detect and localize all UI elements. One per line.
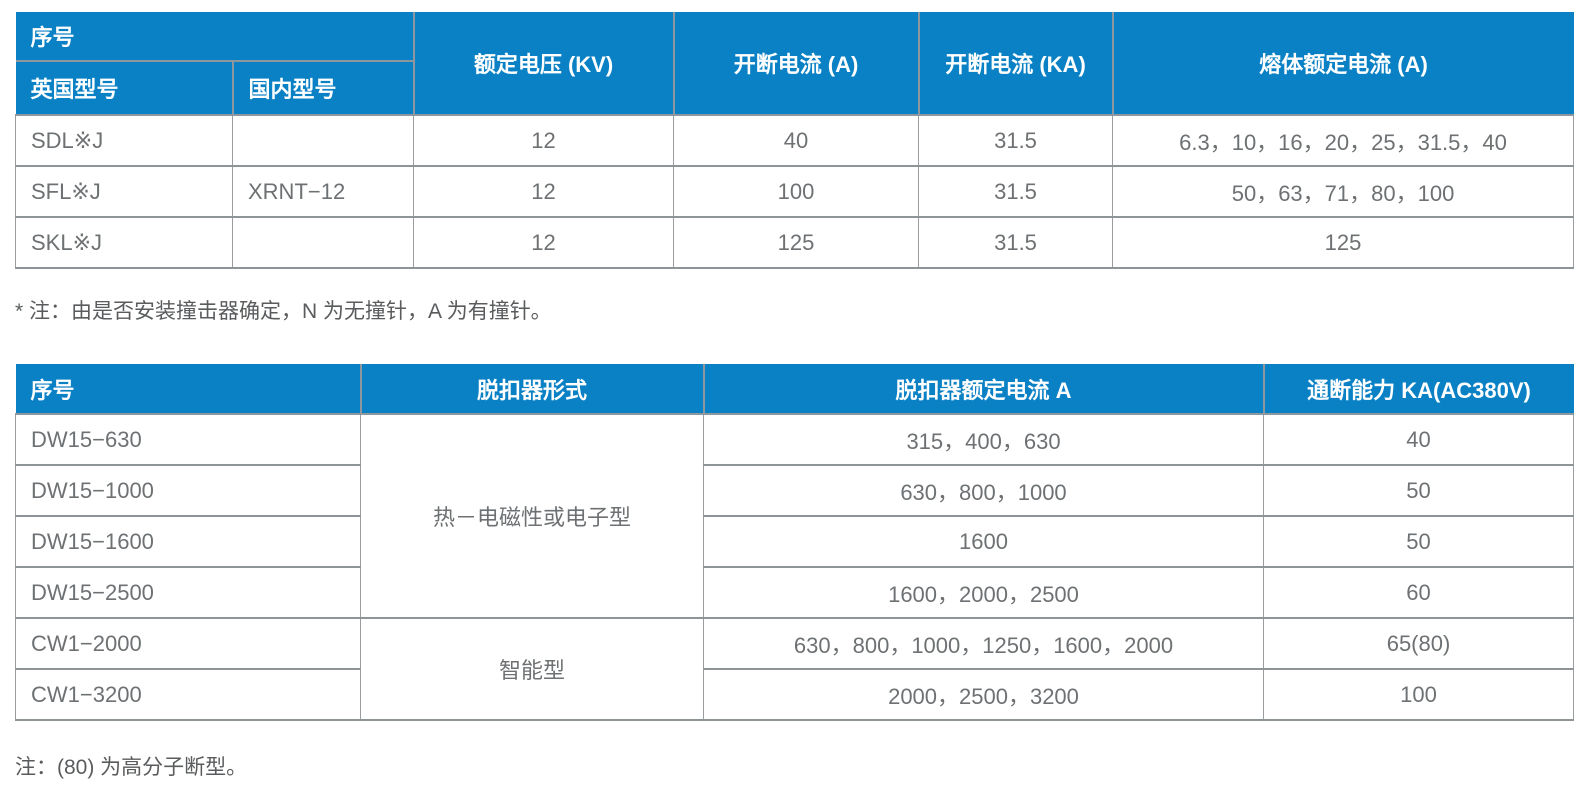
trip-rated-current-header: 脱扣器额定电流 A xyxy=(702,364,1265,416)
trip-current-cell: 1600，2000，2500 xyxy=(703,566,1264,620)
model-cell: DW15−1600 xyxy=(15,515,361,569)
cn-model-cell: XRNT−12 xyxy=(231,165,415,218)
trip-current-cell: 2000，2500，3200 xyxy=(703,668,1264,722)
model-cell: CW1−2000 xyxy=(15,617,361,671)
table-row: DW15−630 热－电磁性或电子型 315，400，630 40 xyxy=(15,413,1574,620)
model-cell: DW15−1000 xyxy=(15,464,361,518)
table-row: SFL※J XRNT−12 12 100 31.5 50，63，71，80，10… xyxy=(15,165,1575,218)
fuse-rated-current-header: 熔体额定电流 (A) xyxy=(1111,12,1574,116)
rated-voltage-cell: 12 xyxy=(413,165,675,218)
trip-current-cell: 630，800，1000 xyxy=(703,464,1264,518)
table-row: DW15−1600 1600 50 xyxy=(15,515,1574,569)
breaking-capacity-cell: 65(80) xyxy=(1263,617,1574,671)
breaker-spec-table: 序号 脱扣器形式 脱扣器额定电流 A 通断能力 KA(AC380V) DW15−… xyxy=(15,364,1574,722)
breaking-capacity-header: 通断能力 KA(AC380V) xyxy=(1262,364,1574,416)
breaker-table-note: 注：(80) 为高分子断型。 xyxy=(15,756,248,780)
header-row: 序号 脱扣器形式 脱扣器额定电流 A 通断能力 KA(AC380V) xyxy=(15,364,1574,416)
rated-voltage-header: 额定电压 (KV) xyxy=(412,12,675,116)
breaking-capacity-cell: 50 xyxy=(1263,515,1574,569)
breaking-current-a-cell: 100 xyxy=(673,165,920,218)
fuse-table-note: * 注：由是否安装撞击器确定，N 为无撞针，A 为有撞针。 xyxy=(15,300,552,323)
trip-type-header: 脱扣器形式 xyxy=(359,364,705,416)
trip-current-cell: 630，800，1000，1250，1600，2000 xyxy=(703,617,1264,671)
uk-model-cell: SKL※J xyxy=(15,216,233,269)
table-row: DW15−2500 1600，2000，2500 60 xyxy=(15,566,1574,620)
serial-header: 序号 xyxy=(15,364,362,416)
fuse-spec-table: 序号 额定电压 (KV) 开断电流 (A) 开断电流 (KA) 熔体额定电流 (… xyxy=(15,12,1575,269)
breaking-capacity-cell: 60 xyxy=(1263,566,1574,620)
cn-model-header: 国内型号 xyxy=(231,60,414,116)
breaking-current-a-cell: 125 xyxy=(673,216,920,269)
breaking-current-ka-header: 开断电流 (KA) xyxy=(917,12,1114,116)
breaking-current-ka-cell: 31.5 xyxy=(918,114,1114,167)
model-cell: CW1−3200 xyxy=(15,668,361,722)
trip-type-merged-cell: 热－电磁性或电子型 xyxy=(360,413,704,620)
fuse-current-cell: 6.3，10，16，20，25，31.5，40 xyxy=(1112,114,1575,167)
uk-model-cell: SDL※J xyxy=(15,114,233,167)
breaking-capacity-cell: 100 xyxy=(1263,668,1574,722)
table-row: SDL※J 12 40 31.5 6.3，10，16，20，25，31.5，40 xyxy=(15,114,1575,167)
breaking-capacity-cell: 40 xyxy=(1263,413,1574,467)
breaking-current-a-cell: 40 xyxy=(673,114,920,167)
breaking-current-ka-cell: 31.5 xyxy=(918,165,1114,218)
fuse-current-cell: 50，63，71，80，100 xyxy=(1112,165,1575,218)
breaking-capacity-cell: 50 xyxy=(1263,464,1574,518)
breaking-current-a-header: 开断电流 (A) xyxy=(672,12,920,116)
uk-model-header: 英国型号 xyxy=(15,60,234,116)
table-row: DW15−1000 630，800，1000 50 xyxy=(15,464,1574,518)
trip-type-merged-cell: 智能型 xyxy=(360,617,704,722)
table-row: CW1−3200 2000，2500，3200 100 xyxy=(15,668,1574,722)
model-cell: DW15−630 xyxy=(15,413,361,467)
breaking-current-ka-cell: 31.5 xyxy=(918,216,1114,269)
trip-current-cell: 1600 xyxy=(703,515,1264,569)
cn-model-cell xyxy=(231,114,415,167)
uk-model-cell: SFL※J xyxy=(15,165,233,218)
model-cell: DW15−2500 xyxy=(15,566,361,620)
serial-group-header: 序号 xyxy=(15,12,415,62)
table-row: CW1−2000 智能型 630，800，1000，1250，1600，2000… xyxy=(15,617,1574,722)
header-row-sub: 英国型号 国内型号 xyxy=(15,60,1574,116)
fuse-current-cell: 125 xyxy=(1112,216,1575,269)
header-row-group: 序号 额定电压 (KV) 开断电流 (A) 开断电流 (KA) 熔体额定电流 (… xyxy=(15,12,1574,116)
rated-voltage-cell: 12 xyxy=(413,216,675,269)
table-row: SKL※J 12 125 31.5 125 xyxy=(15,216,1575,269)
cn-model-cell xyxy=(231,216,415,269)
trip-current-cell: 315，400，630 xyxy=(703,413,1264,467)
rated-voltage-cell: 12 xyxy=(413,114,675,167)
